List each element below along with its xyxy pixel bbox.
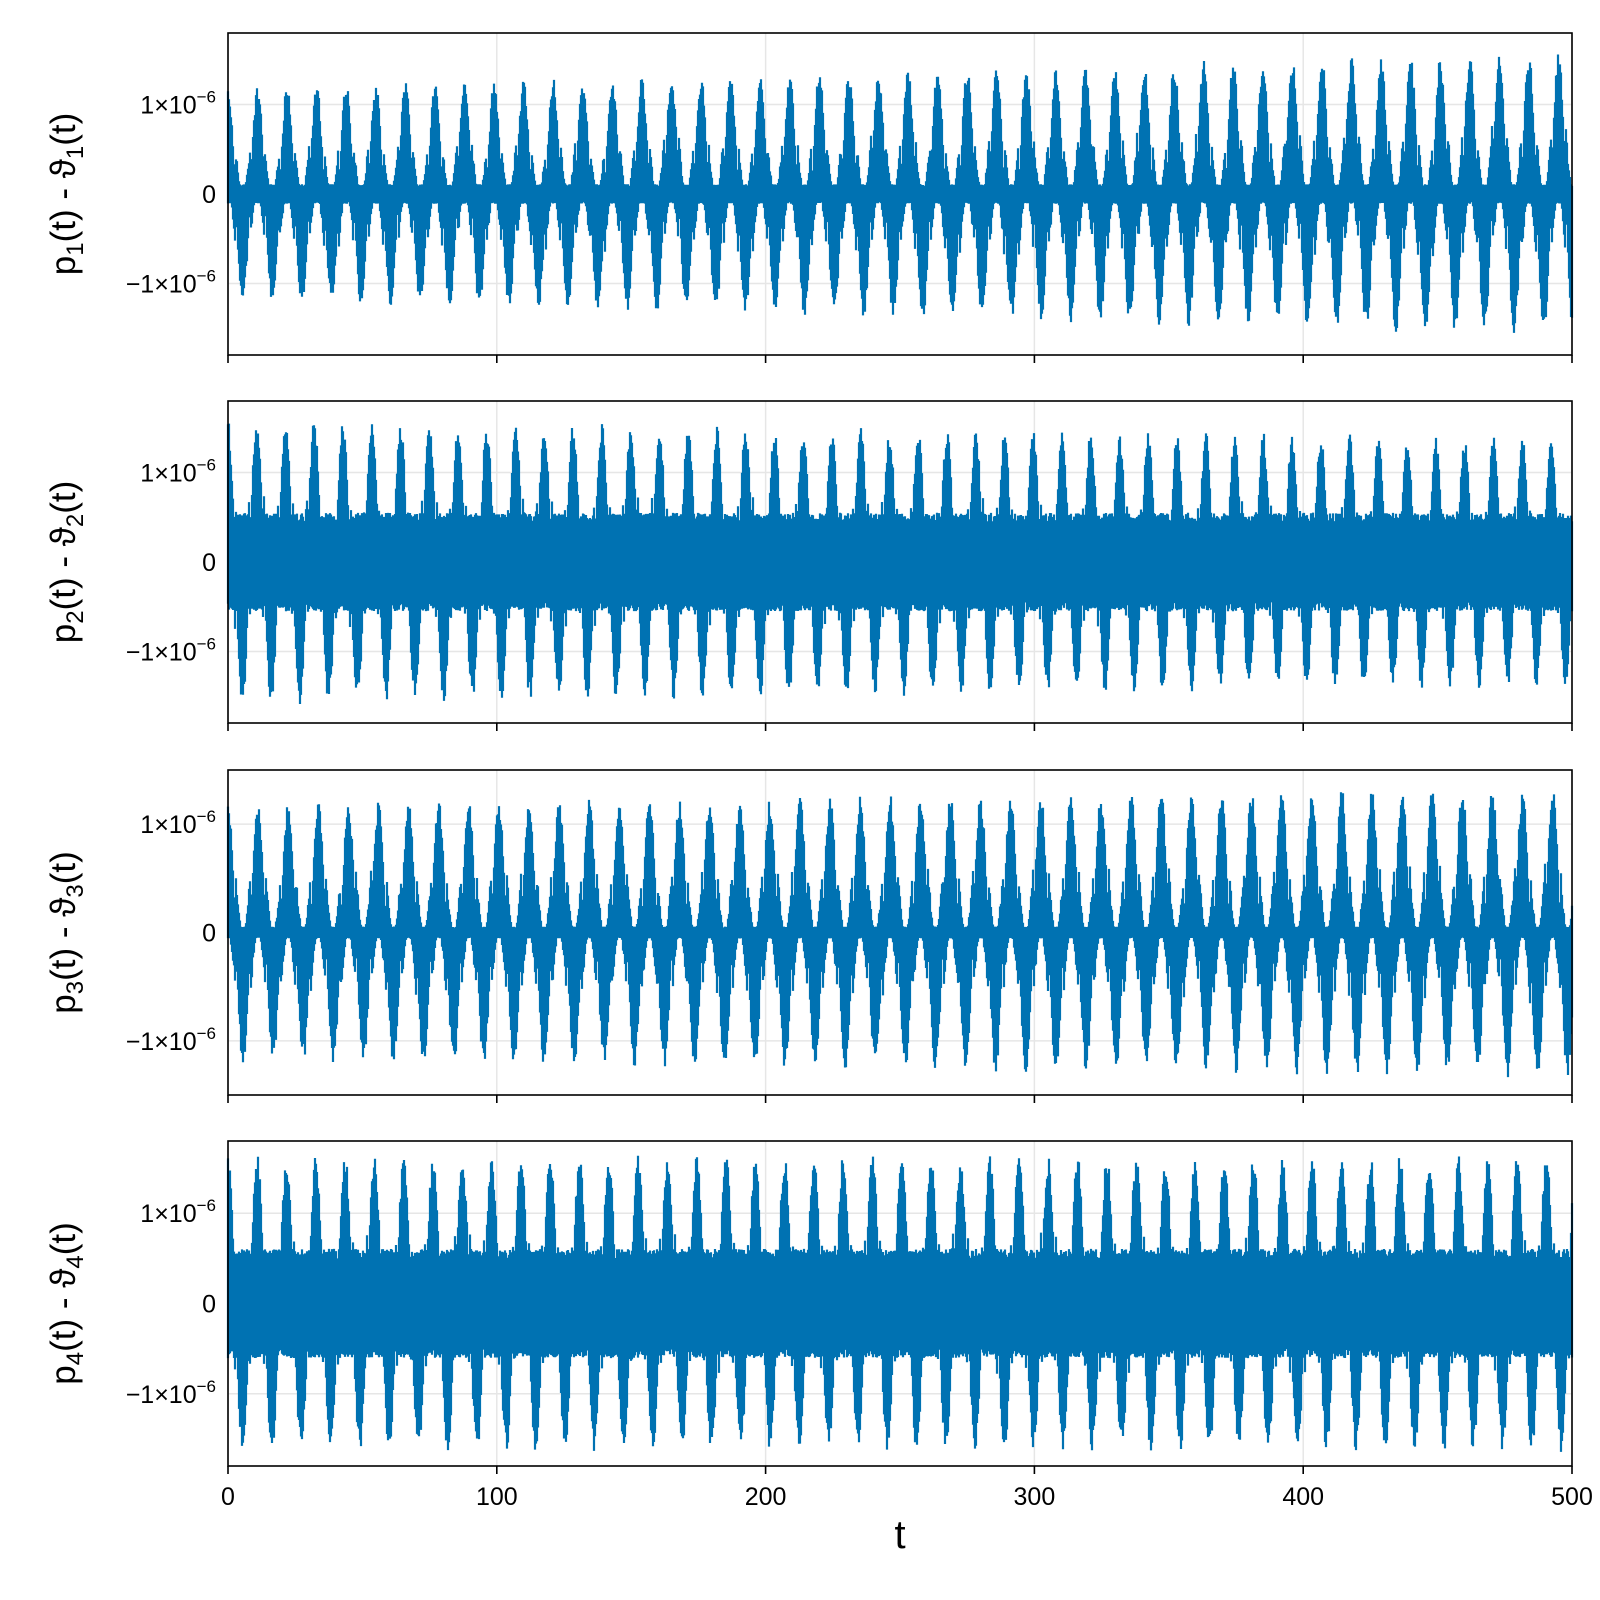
plot-frame-2 xyxy=(227,400,1573,724)
y-tick-label-2: 1×10−6 xyxy=(140,807,216,839)
series-line-2 xyxy=(226,423,1574,704)
x-tick-label-5: 500 xyxy=(1551,1483,1593,1511)
y-tick-label-0: −1×10−6 xyxy=(126,634,216,666)
panels: −1×10−6 0 1×10−6 p1(t) - ϑ1(t) −1×10−6 0 1×10−… xyxy=(44,32,1593,1557)
x-tick-label-3: 300 xyxy=(1014,1483,1056,1511)
panel-1: −1×10−6 0 1×10−6 p1(t) - ϑ1(t) xyxy=(44,32,1574,363)
y-tick-label-0: −1×10−6 xyxy=(126,1377,216,1409)
series-line-1 xyxy=(226,54,1574,333)
x-tick-label-1: 100 xyxy=(476,1483,518,1511)
x-tick-label-4: 400 xyxy=(1282,1483,1324,1511)
y-tick-label-0: −1×10−6 xyxy=(126,1024,216,1056)
panel-3: −1×10−6 0 1×10−6 p3(t) - ϑ3(t) xyxy=(44,769,1574,1103)
plot-frame-3 xyxy=(227,769,1573,1096)
y-axis-label-4: p4(t) - ϑ4(t) xyxy=(44,1222,89,1385)
series-line-3 xyxy=(226,792,1574,1078)
series-line-4 xyxy=(226,1155,1574,1452)
y-tick-label-1: 0 xyxy=(202,1291,216,1319)
x-tick-label-0: 0 xyxy=(221,1483,235,1511)
y-tick-label-1: 0 xyxy=(202,181,216,209)
plot-frame-1 xyxy=(227,32,1573,356)
panel-4: 0 100 200 300 400 500 −1×10−6 0 1×10−6 p4(t) - ϑ4… xyxy=(44,1140,1593,1557)
panel-2: −1×10−6 0 1×10−6 p2(t) - ϑ2(t) xyxy=(44,400,1574,731)
y-tick-label-2: 1×10−6 xyxy=(140,456,216,488)
plot-frame-4 xyxy=(227,1140,1573,1467)
y-axis-label-1: p1(t) - ϑ1(t) xyxy=(44,113,89,276)
x-axis-label: t xyxy=(894,1513,905,1557)
y-tick-label-2: 1×10−6 xyxy=(140,1196,216,1228)
y-tick-label-2: 1×10−6 xyxy=(140,88,216,120)
y-tick-label-1: 0 xyxy=(202,920,216,948)
y-axis-label-3: p3(t) - ϑ3(t) xyxy=(44,851,89,1014)
y-axis-label-2: p2(t) - ϑ2(t) xyxy=(44,481,89,644)
x-tick-label-2: 200 xyxy=(745,1483,787,1511)
y-tick-label-1: 0 xyxy=(202,549,216,577)
y-tick-label-0: −1×10−6 xyxy=(126,266,216,298)
